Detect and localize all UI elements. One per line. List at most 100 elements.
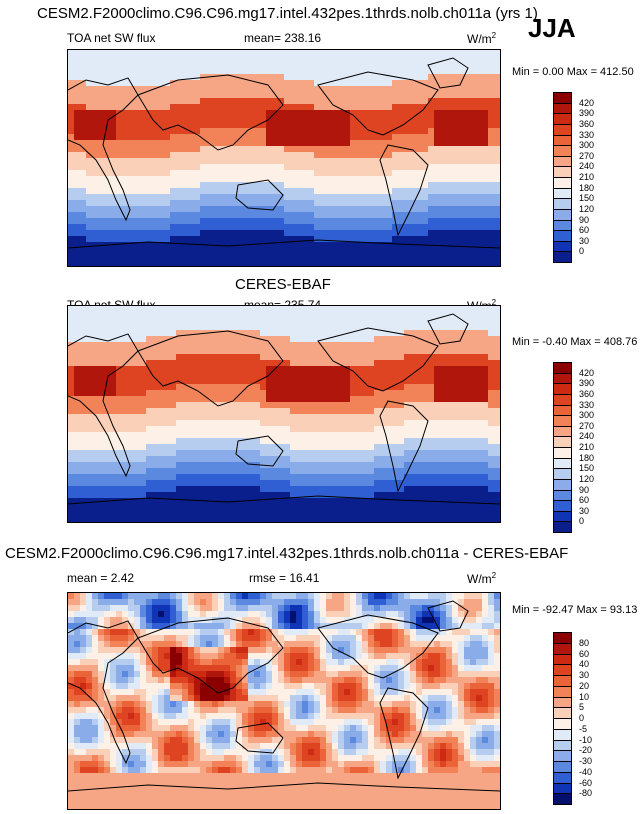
map-cell xyxy=(230,390,236,396)
map-cell xyxy=(482,312,488,318)
map-cell xyxy=(356,80,362,86)
map-cell xyxy=(458,62,464,68)
map-cell xyxy=(134,396,140,402)
map-cell xyxy=(416,170,422,176)
map-cell xyxy=(164,230,170,236)
map-cell xyxy=(128,414,134,420)
map-cell xyxy=(80,330,86,336)
map-cell xyxy=(416,450,422,456)
map-cell xyxy=(86,218,92,224)
map-cell xyxy=(434,414,440,420)
map-cell xyxy=(182,396,188,402)
map-cell xyxy=(152,498,158,504)
map-cell xyxy=(116,378,122,384)
map-cell xyxy=(128,236,134,242)
map-cell xyxy=(68,306,74,312)
map-cell xyxy=(488,152,494,158)
map-cell xyxy=(170,402,176,408)
map-cell xyxy=(200,62,206,68)
map-cell xyxy=(194,384,200,390)
map-cell xyxy=(188,200,194,206)
map-cell xyxy=(122,342,128,348)
map-cell xyxy=(320,248,326,254)
map-cell xyxy=(236,260,242,266)
map-cell xyxy=(266,420,272,426)
map-cell xyxy=(242,342,248,348)
map-cell xyxy=(260,336,266,342)
map-cell xyxy=(134,194,140,200)
map-cell xyxy=(194,474,200,480)
map-cell xyxy=(320,468,326,474)
map-cell xyxy=(398,110,404,116)
map-cell xyxy=(110,236,116,242)
map-cell xyxy=(116,158,122,164)
map-cell xyxy=(422,342,428,348)
map-cell xyxy=(416,152,422,158)
map-cell xyxy=(476,200,482,206)
map-cell xyxy=(428,212,434,218)
map-cell xyxy=(200,306,206,312)
map-cell xyxy=(116,134,122,140)
map-cell xyxy=(146,194,152,200)
map-cell xyxy=(236,372,242,378)
map-cell xyxy=(218,432,224,438)
map-cell xyxy=(74,354,80,360)
map-cell xyxy=(296,348,302,354)
map-cell xyxy=(212,384,218,390)
map-cell xyxy=(248,254,254,260)
map-cell xyxy=(428,480,434,486)
map-cell xyxy=(74,366,80,372)
map-cell xyxy=(68,122,74,128)
map-cell xyxy=(296,158,302,164)
map-cell xyxy=(290,354,296,360)
map-cell xyxy=(278,110,284,116)
map-cell xyxy=(140,206,146,212)
map-cell xyxy=(254,420,260,426)
map-cell xyxy=(116,80,122,86)
panel1-variable: TOA net SW flux xyxy=(67,31,156,45)
map-cell xyxy=(476,116,482,122)
map-cell xyxy=(200,68,206,74)
map-cell xyxy=(434,146,440,152)
map-cell xyxy=(164,188,170,194)
map-cell xyxy=(320,330,326,336)
map-cell xyxy=(236,402,242,408)
map-cell xyxy=(170,116,176,122)
map-cell xyxy=(452,384,458,390)
map-cell xyxy=(194,62,200,68)
map-cell xyxy=(272,408,278,414)
map-cell xyxy=(284,194,290,200)
map-cell xyxy=(314,486,320,492)
map-cell xyxy=(296,426,302,432)
map-cell xyxy=(164,80,170,86)
map-cell xyxy=(236,218,242,224)
map-cell xyxy=(464,378,470,384)
map-cell xyxy=(146,50,152,56)
map-cell xyxy=(230,444,236,450)
map-cell xyxy=(266,390,272,396)
map-cell xyxy=(128,438,134,444)
map-cell xyxy=(404,212,410,218)
map-cell xyxy=(86,330,92,336)
map-cell xyxy=(362,444,368,450)
map-cell xyxy=(332,342,338,348)
map-cell xyxy=(494,444,500,450)
map-cell xyxy=(92,366,98,372)
map-cell xyxy=(422,212,428,218)
map-cell xyxy=(476,462,482,468)
map-cell xyxy=(320,438,326,444)
map-cell xyxy=(254,348,260,354)
map-cell xyxy=(416,230,422,236)
map-cell xyxy=(434,330,440,336)
map-cell xyxy=(122,498,128,504)
map-cell xyxy=(80,336,86,342)
map-cell xyxy=(386,474,392,480)
map-cell xyxy=(380,492,386,498)
map-cell xyxy=(266,56,272,62)
map-cell xyxy=(236,212,242,218)
map-cell xyxy=(464,152,470,158)
map-cell xyxy=(386,402,392,408)
map-cell xyxy=(482,444,488,450)
map-cell xyxy=(188,170,194,176)
map-cell xyxy=(446,218,452,224)
